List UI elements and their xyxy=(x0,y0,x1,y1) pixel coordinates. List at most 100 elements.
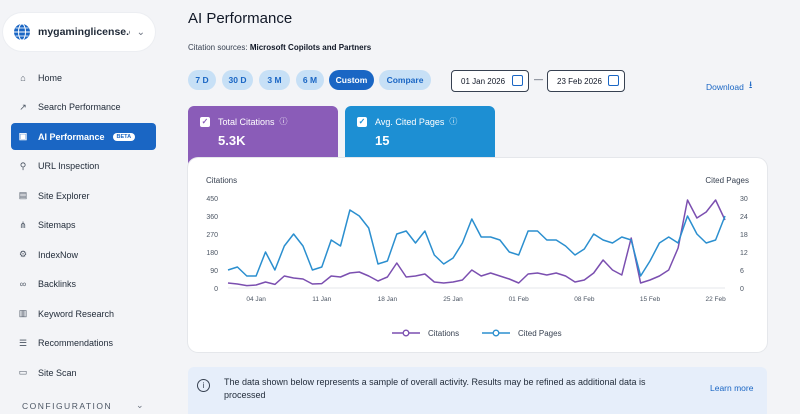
scan-icon: ▭ xyxy=(18,367,28,377)
y-left-tick-label: 360 xyxy=(206,214,218,221)
list-icon: ☰ xyxy=(18,337,28,348)
sidebar-item-label: Backlinks xyxy=(38,279,77,289)
sidebar-item-label: Recommendations xyxy=(38,338,114,348)
citation-sources-label: Citation sources: xyxy=(188,43,248,52)
date-separator: — xyxy=(534,74,543,84)
sidebar-item-label: Keyword Research xyxy=(38,308,115,319)
y-right-tick-label: 12 xyxy=(740,250,748,257)
checkbox-checked-icon[interactable]: ✓ xyxy=(357,116,367,127)
y-right-tick-label: 18 xyxy=(740,232,748,239)
download-icon: ⭳ xyxy=(748,80,753,91)
y-right-tick-label: 24 xyxy=(740,214,748,221)
sidebar-item-label: AI Performance xyxy=(38,131,105,142)
sidebar-item-ai-performance[interactable]: ▣ AI Performance BETA xyxy=(11,123,156,150)
chevron-down-icon[interactable]: ⌄ xyxy=(136,400,144,410)
sidebar-item-label: IndexNow xyxy=(38,249,79,260)
calendar-icon xyxy=(512,75,523,86)
citation-sources-value: Microsoft Copilots and Partners xyxy=(249,43,372,52)
range-7d-button[interactable]: 7 D xyxy=(188,70,216,90)
legend-cited-pages-marker xyxy=(492,329,500,337)
clipboard-icon: ▥ xyxy=(18,308,28,318)
series-line-cited-pages xyxy=(227,209,726,277)
compare-button[interactable]: Compare xyxy=(379,70,431,90)
ai-icon: ▣ xyxy=(18,131,28,141)
sidebar-item-url-inspection[interactable]: ⚲ URL Inspection xyxy=(11,153,156,180)
kpi-label: Avg. Cited Pages xyxy=(375,116,445,127)
sitemap-icon: ⋔ xyxy=(19,219,27,230)
sidebar-item-label: URL Inspection xyxy=(38,161,100,171)
legend-citations-marker xyxy=(402,329,410,337)
sidebar-item-keyword-research[interactable]: ▥ Keyword Research xyxy=(11,300,156,327)
link-icon: ∞ xyxy=(19,279,27,289)
y-left-tick-label: 0 xyxy=(214,286,218,293)
sidebar-item-search-performance[interactable]: ↗ Search Performance xyxy=(11,94,156,121)
sidebar-item-label: Home xyxy=(38,72,63,83)
sidebar-item-sitemaps[interactable]: ⋔ Sitemaps xyxy=(11,212,156,239)
y-left-tick-label: 180 xyxy=(206,250,218,257)
legend-citations-label: Citations xyxy=(428,329,459,338)
date-to-input[interactable]: 23 Feb 2026 xyxy=(547,70,625,92)
trend-icon: ↗ xyxy=(19,101,27,112)
page-title: AI Performance xyxy=(188,10,293,27)
date-from-input[interactable]: 01 Jan 2026 xyxy=(451,70,529,92)
info-icon[interactable]: ⓘ xyxy=(279,117,288,126)
y-right-tick-label: 0 xyxy=(740,286,744,293)
series-line-citations xyxy=(227,199,726,287)
notice-text: The data shown below represents a sample… xyxy=(224,377,646,400)
x-tick-label: 08 Feb xyxy=(574,296,595,303)
x-tick-label: 15 Feb xyxy=(640,296,661,303)
range-3m-button[interactable]: 3 M xyxy=(259,70,290,90)
range-custom-button[interactable]: Custom xyxy=(329,70,374,90)
site-name: mygaminglicense.c... xyxy=(38,26,130,38)
date-from-value: 01 Jan 2026 xyxy=(461,76,506,86)
kpi-total-citations[interactable]: ✓ Total Citations ⓘ 5.3K xyxy=(188,106,338,164)
learn-more-link[interactable]: Learn more xyxy=(710,383,754,393)
checkbox-checked-icon[interactable]: ✓ xyxy=(200,116,210,127)
info-icon[interactable]: ⓘ xyxy=(449,117,458,126)
home-icon: ⌂ xyxy=(20,72,26,83)
nav-menu: ⌂ Home ↗ Search Performance ▣ AI Perform… xyxy=(11,64,156,389)
x-tick-label: 11 Jan xyxy=(312,296,331,303)
download-label: Download xyxy=(706,81,744,92)
x-tick-label: 25 Jan xyxy=(443,296,463,303)
sidebar-item-site-scan[interactable]: ▭ Site Scan xyxy=(11,359,156,386)
beta-badge: BETA xyxy=(112,132,136,141)
sidebar-item-indexnow[interactable]: ⚙ IndexNow xyxy=(11,241,156,268)
y-right-tick-label: 30 xyxy=(740,196,748,203)
chevron-down-icon: ⌄ xyxy=(136,26,145,38)
sidebar-item-backlinks[interactable]: ∞ Backlinks xyxy=(11,271,156,298)
performance-chart: Citations Cited Pages 0 90 180 270 360 450 0 6 12 1… xyxy=(206,176,749,338)
sidebar-item-label: Site Explorer xyxy=(38,190,90,201)
kpi-avg-cited-pages[interactable]: ✓ Avg. Cited Pages ⓘ 15 xyxy=(345,106,495,164)
x-tick-label: 22 Feb xyxy=(705,296,726,303)
document-icon: ▤ xyxy=(18,190,28,200)
globe-icon xyxy=(14,23,30,41)
info-icon: i xyxy=(197,379,210,392)
kpi-value: 5.3K xyxy=(218,133,246,148)
sample-notice: i The data shown below represents a samp… xyxy=(188,367,767,414)
sidebar-item-home[interactable]: ⌂ Home xyxy=(11,64,156,91)
y-left-tick-label: 450 xyxy=(206,196,218,203)
chart-card: Citations Cited Pages 0 90 180 270 360 450 0 6 12 1… xyxy=(188,158,767,352)
sidebar-item-site-explorer[interactable]: ▤ Site Explorer xyxy=(11,182,156,209)
legend-cited-pages-label: Cited Pages xyxy=(518,329,562,338)
gear-icon: ⚙ xyxy=(18,249,28,259)
date-to-value: 23 Feb 2026 xyxy=(557,76,602,86)
citation-sources: Citation sources: Microsoft Copilots and… xyxy=(188,43,371,52)
search-icon: ⚲ xyxy=(19,160,27,171)
kpi-value: 15 xyxy=(375,133,390,148)
x-tick-label: 01 Feb xyxy=(509,296,530,303)
range-6m-button[interactable]: 6 M xyxy=(296,70,324,90)
configuration-section-label[interactable]: CONFIGURATION xyxy=(22,401,113,411)
sidebar-item-recommendations[interactable]: ☰ Recommendations xyxy=(11,330,156,357)
sidebar-item-label: Search Performance xyxy=(38,102,121,112)
x-tick-label: 18 Jan xyxy=(378,296,398,303)
y-left-tick-label: 90 xyxy=(210,268,218,275)
site-selector[interactable]: mygaminglicense.c... ⌄ xyxy=(3,13,155,51)
y-left-tick-label: 270 xyxy=(206,232,218,239)
range-30d-button[interactable]: 30 D xyxy=(222,70,253,90)
sidebar-item-label: Site Scan xyxy=(38,367,77,378)
x-tick-label: 04 Jan xyxy=(246,296,266,303)
download-link[interactable]: Download ⭳ xyxy=(706,78,752,95)
y-axis-right-title: Cited Pages xyxy=(705,176,749,185)
